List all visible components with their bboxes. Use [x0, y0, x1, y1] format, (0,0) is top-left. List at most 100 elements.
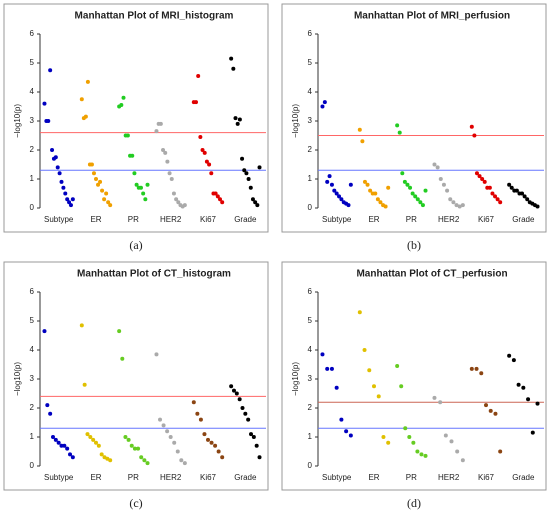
y-tick-label: 3 — [308, 116, 313, 125]
point — [255, 203, 260, 208]
panel-frame — [3, 261, 269, 491]
point — [248, 185, 253, 190]
point — [161, 423, 166, 428]
point — [89, 162, 94, 167]
x-tick-label: PR — [406, 215, 417, 224]
point — [455, 449, 460, 454]
point — [220, 200, 225, 205]
point — [176, 200, 181, 205]
point — [68, 452, 73, 457]
x-tick-label: PR — [128, 215, 139, 224]
y-tick-label: 6 — [30, 287, 35, 296]
point — [460, 458, 465, 463]
point — [348, 182, 353, 187]
point — [79, 97, 84, 102]
point — [94, 440, 98, 445]
point — [367, 368, 372, 373]
point — [329, 366, 334, 371]
point — [375, 197, 380, 202]
point — [85, 432, 90, 437]
point — [360, 139, 365, 144]
point — [206, 437, 210, 442]
point — [435, 165, 440, 170]
point — [474, 171, 479, 176]
point — [46, 119, 51, 123]
point — [411, 440, 416, 445]
point — [130, 153, 135, 158]
point — [423, 453, 428, 458]
chart-title: Manhattan Plot of MRI_perfusion — [354, 11, 510, 22]
point — [441, 182, 446, 187]
y-tick-label: 4 — [30, 345, 35, 354]
x-tick-label: Subtype — [44, 215, 74, 224]
point — [229, 56, 234, 61]
point — [472, 133, 477, 138]
point — [482, 179, 487, 184]
point — [520, 191, 525, 196]
point — [108, 203, 113, 208]
point — [251, 435, 256, 439]
point — [423, 188, 428, 193]
chart-title: Manhattan Plot of MRI_histogram — [75, 11, 234, 22]
y-tick-label: 3 — [30, 116, 35, 125]
point — [53, 155, 58, 160]
point — [174, 197, 179, 202]
y-tick-label: 1 — [30, 174, 35, 183]
x-tick-label: Grade — [234, 473, 257, 482]
point — [233, 116, 238, 121]
point — [498, 449, 503, 454]
point — [511, 358, 516, 363]
point — [96, 443, 101, 448]
point — [372, 384, 376, 389]
point — [57, 171, 62, 176]
point — [386, 440, 391, 445]
point — [514, 188, 519, 193]
point — [195, 411, 200, 416]
x-tick-label: Subtype — [322, 215, 352, 224]
point — [59, 443, 64, 448]
point — [381, 435, 386, 439]
point — [410, 191, 415, 196]
point — [108, 458, 113, 463]
point — [395, 363, 400, 368]
point — [400, 171, 405, 176]
point — [332, 188, 337, 193]
point — [445, 188, 450, 193]
point — [362, 179, 367, 184]
x-tick-label: ER — [90, 215, 101, 224]
point — [143, 197, 148, 202]
point — [415, 197, 420, 202]
point — [136, 446, 141, 451]
x-tick-label: PR — [128, 473, 139, 482]
point — [48, 411, 53, 416]
point — [469, 124, 474, 129]
point — [202, 150, 207, 155]
x-tick-label: Grade — [512, 215, 535, 224]
point — [169, 177, 174, 181]
point — [117, 329, 122, 334]
point — [215, 194, 220, 199]
point — [102, 197, 107, 202]
x-tick-label: PR — [406, 473, 417, 482]
point — [325, 366, 330, 371]
point — [405, 182, 410, 187]
point — [204, 159, 209, 164]
point — [191, 400, 196, 405]
point — [457, 204, 462, 209]
point — [229, 384, 234, 389]
point — [408, 185, 413, 190]
point — [209, 171, 214, 176]
point — [383, 204, 388, 209]
point — [521, 385, 526, 390]
point — [96, 182, 101, 187]
point — [83, 114, 88, 119]
point — [334, 191, 339, 196]
point — [62, 443, 67, 448]
y-tick-label: 6 — [30, 29, 35, 38]
point — [484, 403, 488, 408]
point — [129, 443, 134, 448]
y-tick-label: 5 — [308, 316, 313, 325]
panel: Manhattan Plot of CT_perfusion 0 1 2 3 4 5 6 −lo… — [281, 261, 547, 510]
point — [45, 403, 50, 408]
